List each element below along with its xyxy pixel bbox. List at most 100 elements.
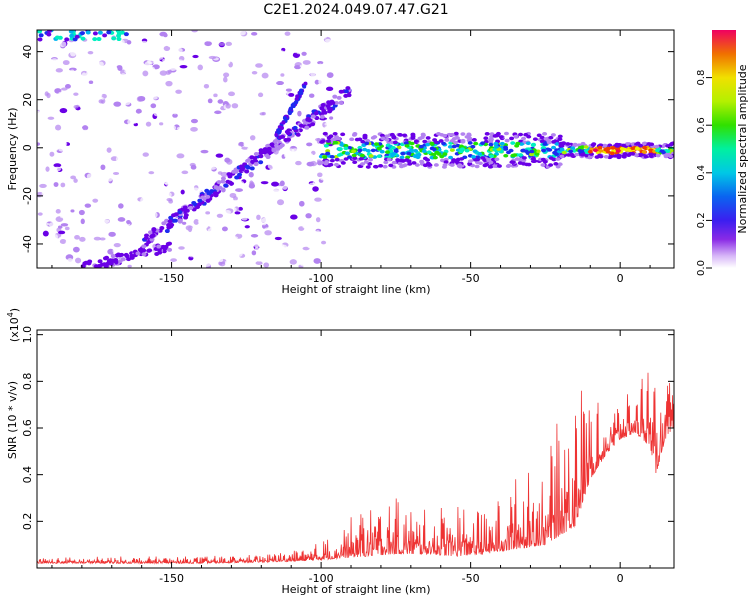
spectrogram-cell <box>179 64 188 69</box>
spectrogram-cell <box>370 136 376 140</box>
spectrogram-cell <box>162 246 168 251</box>
spectrogram-cell <box>253 152 259 157</box>
spectrogram-cell <box>548 163 554 167</box>
spectrogram-cell <box>295 160 302 166</box>
spectrogram-cell <box>489 228 493 231</box>
spectrogram-cell <box>243 78 250 85</box>
spectrogram-cell <box>322 193 328 199</box>
spectrogram-cell <box>97 30 103 35</box>
spectrogram-cell <box>53 94 60 98</box>
spectrogram-cell <box>255 63 263 68</box>
spectrogram-cell <box>583 145 589 149</box>
spectrogram-cell <box>173 212 179 217</box>
spectrogram-cell <box>215 153 224 158</box>
spectrogram-cell <box>93 210 99 217</box>
spectrogram-cell <box>417 136 423 141</box>
spectrogram-cell <box>55 124 62 131</box>
spectrogram-cell <box>95 75 104 80</box>
spectrogram-cell <box>513 134 519 139</box>
spectrogram-cell <box>233 31 238 36</box>
spectrogram-cell <box>302 60 311 65</box>
spectrogram-cell <box>247 94 255 101</box>
spectrogram-cell <box>70 118 75 123</box>
spectrogram-cell <box>273 143 279 148</box>
snr-ytick-label: 0.6 <box>21 419 34 437</box>
spectrogram-cell <box>495 94 499 98</box>
spectrogram-cell <box>133 43 140 48</box>
colorbar-label: Normalized spectral amplitude <box>736 64 749 233</box>
spectrogram-cell <box>398 197 402 201</box>
spectrogram-cell <box>490 157 496 162</box>
spectrogram-cell <box>548 135 554 140</box>
spectrogram-cell <box>257 166 266 171</box>
spectrogram-cell <box>66 44 74 51</box>
spectrogram-cell <box>302 84 307 89</box>
spectrogram-cell <box>112 91 118 95</box>
spectrogram-cell <box>290 252 296 258</box>
spectrogram-cell <box>332 94 338 99</box>
spectrogram-cell <box>387 122 391 126</box>
spectrogram-cell <box>48 179 54 186</box>
spectrogram-cell <box>266 83 274 87</box>
spectrogram-cell <box>209 134 218 139</box>
spectrogram-cell <box>609 154 615 158</box>
spectrogram-cell <box>351 149 357 154</box>
spectrogram-cell <box>79 157 87 162</box>
spectrogram-cell <box>233 196 238 201</box>
spectrogram-cell <box>53 166 62 172</box>
spectrogram-cell <box>332 131 338 136</box>
spectrogram-cell <box>668 154 674 159</box>
spectrogram-cell <box>93 103 101 109</box>
spectrogram-cell <box>70 111 77 117</box>
spectrogram-cell <box>261 72 269 79</box>
spectrogram-cell <box>291 246 297 252</box>
spectrogram-cell <box>641 145 647 150</box>
spectrogram-cell <box>413 139 419 143</box>
spectrogram-cell <box>318 67 324 73</box>
spectrogram-cell <box>282 116 287 121</box>
spectrogram-cell <box>137 247 143 252</box>
spectrogram-cell <box>383 160 389 165</box>
spectrogram-cell <box>54 63 61 68</box>
spectrogram-cell <box>396 145 402 150</box>
spectrogram-cell <box>183 125 188 132</box>
spectrogram-cell <box>152 177 160 181</box>
spectrogram-cell <box>92 162 98 167</box>
spectrogram-cell <box>173 105 182 112</box>
spectrogram-cell <box>103 264 109 268</box>
spectrogram-cell <box>44 265 51 268</box>
spectrogram-cell <box>471 155 477 159</box>
spectrogram-cell <box>324 126 328 129</box>
spectrogram-cell <box>151 79 159 83</box>
spectrogram-cell <box>235 34 241 40</box>
spectrogram-cell <box>162 58 169 62</box>
spectrogram-cell <box>227 76 232 81</box>
spectrogram-cell <box>298 251 304 256</box>
spectrogram-cell <box>313 100 321 107</box>
spectrogram-cell <box>326 72 334 78</box>
spectrogram-cell <box>96 125 102 131</box>
spectrogram-cell <box>64 233 72 237</box>
spectrogram-cell <box>235 188 243 192</box>
spectrogram-cell <box>197 64 203 71</box>
spectrogram-cell <box>37 37 43 42</box>
spectrogram-cell <box>262 148 268 153</box>
spectrogram-cell <box>37 161 41 167</box>
spectrogram-cell <box>176 153 185 159</box>
spectrogram-cell <box>107 248 115 255</box>
spectrogram-cell <box>207 98 213 104</box>
spectrogram-cell <box>85 30 91 35</box>
spectrogram-cell <box>208 166 217 170</box>
spectrogram-cell <box>384 137 390 142</box>
spectrogram-cell <box>271 189 280 193</box>
spectrogram-cell <box>135 251 141 256</box>
spectrogram-cell <box>168 173 173 180</box>
spectrogram-cell <box>280 259 286 265</box>
spectrogram-cell <box>372 179 376 182</box>
spectrogram-cell <box>111 36 117 41</box>
spectrogram-cell <box>117 178 124 183</box>
spectrogram-cell <box>392 140 398 145</box>
spectrogram-cell <box>200 36 207 41</box>
spectrogram-cell <box>304 76 310 82</box>
spectrogram-cell <box>190 164 197 170</box>
